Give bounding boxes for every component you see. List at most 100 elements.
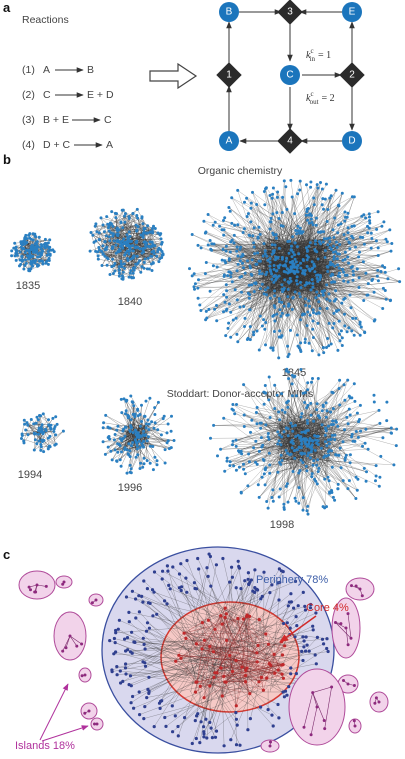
network-node [305, 183, 308, 187]
network-node [260, 272, 264, 276]
network-node [46, 262, 50, 266]
network-node [280, 653, 285, 657]
network-node [286, 287, 290, 291]
network-node [141, 222, 145, 226]
network-node [331, 495, 335, 499]
network-node [152, 590, 156, 594]
network-node [48, 445, 52, 449]
network-node [279, 443, 283, 447]
network-node [36, 418, 40, 422]
network-node [203, 272, 207, 276]
network-node [293, 423, 297, 427]
network-node [343, 210, 347, 214]
network-node [301, 230, 305, 234]
network-node [310, 447, 314, 451]
network-node [305, 282, 309, 286]
network-node [246, 484, 250, 488]
network-node [241, 253, 245, 257]
network-node [305, 643, 309, 647]
network-node [331, 419, 335, 423]
network-node [284, 264, 288, 268]
network-node [48, 238, 52, 242]
network-node [114, 631, 118, 635]
network-node [240, 275, 244, 278]
network-node [282, 430, 286, 434]
network-node [322, 455, 326, 459]
network-node [132, 254, 136, 258]
network-node [332, 257, 336, 261]
network-node [32, 422, 36, 426]
network-node [101, 244, 105, 248]
network-node [284, 426, 288, 430]
network-node [271, 499, 275, 503]
network-node [96, 257, 100, 261]
network-node [288, 453, 292, 457]
network-node [336, 424, 340, 428]
network-node [290, 394, 294, 398]
islands-pointer-arrow [41, 725, 89, 742]
network-node [253, 568, 257, 572]
network-nodes [80, 673, 87, 678]
network-node [366, 231, 370, 235]
reaction-lhs: B + E [43, 114, 69, 126]
network-node [326, 438, 330, 442]
network-node [306, 504, 310, 508]
network-node [337, 453, 341, 457]
network-nodes [90, 598, 98, 605]
network-nodes [101, 394, 176, 475]
network-node [329, 263, 333, 267]
network-node [153, 406, 157, 410]
network-node [306, 381, 310, 385]
network-node [164, 724, 168, 729]
network-organic-1845 [188, 178, 402, 360]
network-node [112, 438, 116, 442]
network-node [126, 259, 130, 262]
network-node [222, 310, 225, 314]
network-node [234, 468, 238, 472]
island [288, 668, 346, 746]
network-nodes [93, 722, 99, 726]
network-node [133, 266, 137, 269]
network-node [234, 743, 239, 747]
network-node [227, 206, 231, 209]
network-node [144, 243, 148, 247]
network-node [289, 279, 293, 283]
network-node [151, 468, 155, 472]
network-node [234, 444, 238, 448]
network-node [242, 305, 246, 308]
network-node [321, 505, 325, 509]
network-node [208, 554, 212, 559]
network-node [329, 260, 332, 264]
network-node [303, 608, 308, 612]
network-node [256, 643, 260, 648]
network-node [263, 288, 267, 292]
network-node [314, 662, 318, 666]
network-node [156, 400, 160, 404]
network-node [316, 273, 320, 277]
network-node [36, 264, 39, 268]
network-node [173, 714, 177, 718]
network-node [37, 235, 41, 239]
network-node [102, 421, 106, 425]
network-node [291, 259, 295, 263]
network-node [281, 676, 285, 680]
network-node [39, 414, 43, 418]
network-node [323, 256, 327, 259]
network-node [159, 232, 163, 236]
island [18, 570, 56, 600]
network-node [301, 508, 305, 512]
network-node [128, 674, 133, 678]
network-node [318, 278, 322, 282]
network-node [343, 312, 346, 316]
network-node [224, 612, 228, 616]
network-node [348, 453, 352, 457]
island [260, 739, 280, 753]
network-node [246, 336, 250, 340]
network-node [346, 280, 350, 284]
network-node [199, 309, 203, 312]
network-node [126, 237, 130, 241]
network-node [303, 401, 307, 404]
network-node [234, 711, 238, 715]
network-node [281, 663, 285, 667]
network-node [125, 233, 129, 237]
